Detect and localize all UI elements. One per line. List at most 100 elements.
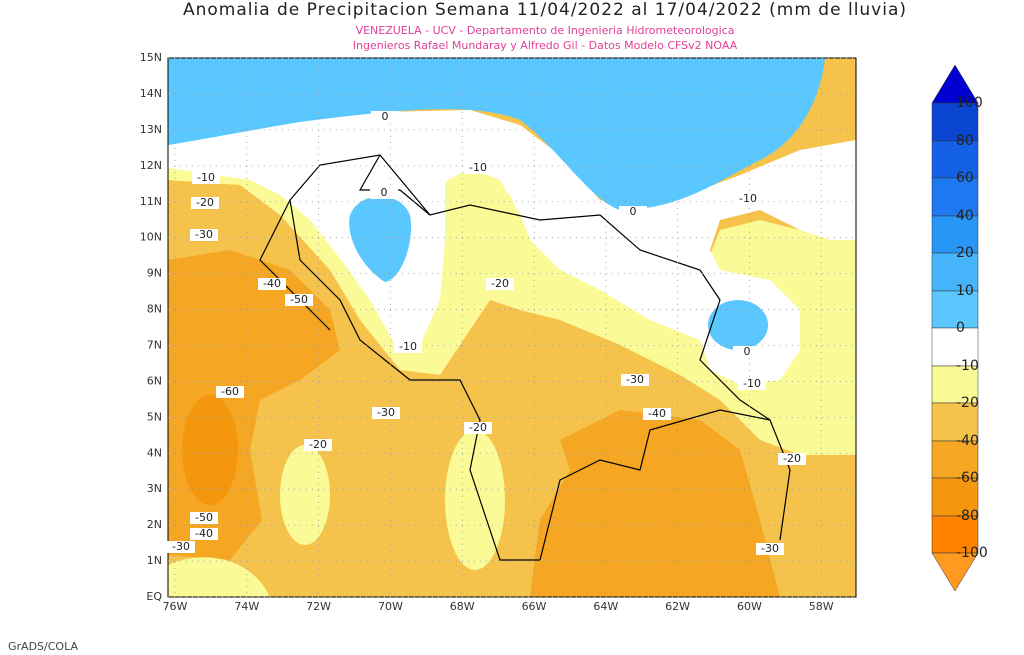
shade <box>168 557 270 597</box>
contour-label: -30 <box>377 406 395 419</box>
contour-label: -30 <box>172 540 190 553</box>
shade <box>168 58 825 210</box>
contour-label: -60 <box>221 385 239 398</box>
colorbar-segment <box>931 102 979 142</box>
lat-label: 4N <box>147 446 162 459</box>
lon-label: 68W <box>450 600 475 613</box>
colorbar-segment <box>931 177 979 217</box>
contour-label: -20 <box>469 421 487 434</box>
colorbar-segment <box>931 402 979 442</box>
label-bg <box>486 278 514 290</box>
colorbar-label: -60 <box>956 470 979 486</box>
label-bg <box>733 346 761 358</box>
contour-label: -20 <box>783 452 801 465</box>
label-bg <box>619 206 647 218</box>
lat-label: 2N <box>147 518 162 531</box>
contour-label: 0 <box>382 110 389 123</box>
shade <box>708 300 768 350</box>
contour-label: -40 <box>195 527 213 540</box>
contour-label: -50 <box>195 511 213 524</box>
label-bg <box>464 162 492 174</box>
contour-label: -20 <box>491 277 509 290</box>
label-bg <box>190 528 218 540</box>
lon-label: 60W <box>737 600 762 613</box>
label-bg <box>370 187 398 199</box>
label-bg <box>191 197 219 209</box>
contour-label: -20 <box>309 438 327 451</box>
subtitle: VENEZUELA - UCV - Departamento de Ingeni… <box>356 24 735 37</box>
label-bg <box>734 193 762 205</box>
label-bg <box>371 111 399 123</box>
colorbar-label: 100 <box>956 95 983 111</box>
credit: GrADS/COLA <box>8 640 78 653</box>
shade <box>530 410 780 597</box>
label-bg <box>756 543 784 555</box>
colorbar-segment <box>931 365 979 404</box>
contour-label: -10 <box>743 377 761 390</box>
title: Anomalia de Precipitacion Semana 11/04/2… <box>183 0 907 20</box>
colorbar-label: 20 <box>956 245 974 261</box>
label-bg <box>304 439 332 451</box>
contour-label: -10 <box>469 161 487 174</box>
label-bg <box>738 378 766 390</box>
contour-label: -10 <box>197 171 215 184</box>
lat-label: 9N <box>147 267 162 280</box>
shade <box>280 445 330 545</box>
colorbar-label: -20 <box>956 395 979 411</box>
label-bg <box>372 407 400 419</box>
lon-label: 66W <box>522 600 547 613</box>
shade <box>445 168 540 292</box>
lat-label: 14N <box>140 87 162 100</box>
contour-label: -10 <box>399 340 417 353</box>
lon-label: 62W <box>665 600 690 613</box>
colorbar-label: 0 <box>956 320 965 336</box>
lat-label: 12N <box>140 159 162 172</box>
contour-label: -40 <box>263 277 281 290</box>
colorbar-segment <box>931 140 979 179</box>
label-bg <box>190 229 218 241</box>
label-bg <box>192 172 220 184</box>
colorbar-label: 40 <box>956 208 974 224</box>
lon-label: 70W <box>378 600 403 613</box>
contour-label: -20 <box>196 196 214 209</box>
contour-label: -30 <box>761 542 779 555</box>
map-frame <box>167 57 857 598</box>
label-bg <box>643 408 671 420</box>
colorbar-segment <box>931 290 979 329</box>
shade <box>182 395 238 505</box>
colorbar-label: 80 <box>956 133 974 149</box>
colorbar-label: -100 <box>956 545 988 561</box>
lat-label: 13N <box>140 123 162 136</box>
contour-label: 0 <box>744 345 751 358</box>
label-bg <box>258 278 286 290</box>
shade <box>445 430 505 570</box>
label-bg <box>285 294 313 306</box>
lon-label: 76W <box>163 600 188 613</box>
colorbar-segment <box>931 252 979 292</box>
border <box>289 154 791 541</box>
contour-label: -40 <box>648 407 666 420</box>
lat-label: 1N <box>147 554 162 567</box>
label-bg <box>167 541 195 553</box>
colorbar-segment <box>931 327 979 367</box>
border <box>539 409 771 561</box>
colorbar-label: 10 <box>956 283 974 299</box>
lat-label: 15N <box>140 51 162 64</box>
colorbar-cap <box>931 552 979 592</box>
contour-label: 0 <box>381 186 388 199</box>
contour-label: -30 <box>195 228 213 241</box>
colorbar-segment <box>931 440 979 479</box>
lat-label: 8N <box>147 303 162 316</box>
lon-label: 72W <box>306 600 331 613</box>
subtitle: Ingenieros Rafael Mundaray y Alfredo Gil… <box>353 39 738 52</box>
colorbar-label: -80 <box>956 508 979 524</box>
lat-label: 11N <box>140 195 162 208</box>
colorbar-segment <box>931 477 979 517</box>
lat-label: 5N <box>147 410 162 423</box>
border <box>289 199 540 561</box>
label-bg <box>621 374 649 386</box>
shade <box>349 196 411 282</box>
label-bg <box>778 453 806 465</box>
